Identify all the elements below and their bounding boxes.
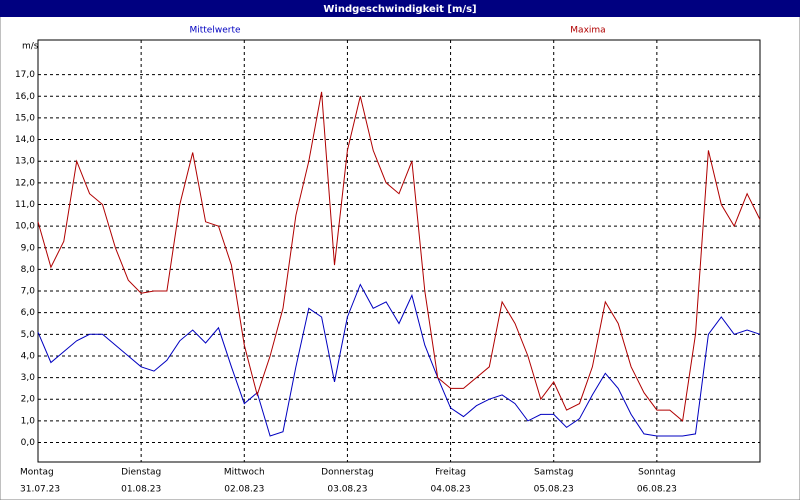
title-bar <box>0 0 800 17</box>
x-tick-date: 05.08.23 <box>534 485 574 495</box>
x-tick-date: 01.08.23 <box>121 485 161 495</box>
y-tick-label: 16,0 <box>15 92 35 102</box>
x-tick-label: Samstag <box>534 468 573 478</box>
y-tick-label: 15,0 <box>15 113 35 123</box>
y-tick-label: 5,0 <box>21 330 36 340</box>
y-tick-label: 11,0 <box>15 200 35 210</box>
y-tick-label: 6,0 <box>21 308 36 318</box>
y-tick-label: 3,0 <box>21 373 36 383</box>
y-tick-label: 14,0 <box>15 135 35 145</box>
y-tick-label: 13,0 <box>15 157 35 167</box>
series-line <box>37 91 761 422</box>
y-tick-label: 0,0 <box>21 438 36 448</box>
x-tick-date: 06.08.23 <box>637 485 677 495</box>
x-tick-date: 04.08.23 <box>431 485 471 495</box>
x-tick-label: Montag <box>20 468 54 478</box>
y-tick-label: 9,0 <box>21 243 36 253</box>
x-tick-label: Sonntag <box>638 468 675 478</box>
y-tick-label: 7,0 <box>21 287 36 297</box>
series-line <box>37 283 761 437</box>
y-tick-label: 17,0 <box>15 70 35 80</box>
y-tick-label: 12,0 <box>15 178 35 188</box>
x-tick-date: 03.08.23 <box>327 485 367 495</box>
x-tick-label: Freitag <box>435 468 466 478</box>
legend-entry: Maxima <box>570 26 605 36</box>
y-unit: m/s <box>22 42 39 52</box>
y-tick-label: 2,0 <box>21 395 36 405</box>
x-tick-label: Donnerstag <box>321 468 374 478</box>
chart-title: Windgeschwindigkeit [m/s] <box>323 4 476 15</box>
x-tick-date: 31.07.23 <box>20 485 60 495</box>
legend-entry: Mittelwerte <box>189 26 240 36</box>
y-tick-label: 4,0 <box>21 351 36 361</box>
y-tick-label: 1,0 <box>21 416 36 426</box>
x-tick-label: Mittwoch <box>224 468 265 478</box>
x-tick-label: Dienstag <box>121 468 161 478</box>
y-tick-label: 8,0 <box>21 265 36 275</box>
x-tick-date: 02.08.23 <box>224 485 264 495</box>
y-tick-label: 10,0 <box>15 222 35 232</box>
